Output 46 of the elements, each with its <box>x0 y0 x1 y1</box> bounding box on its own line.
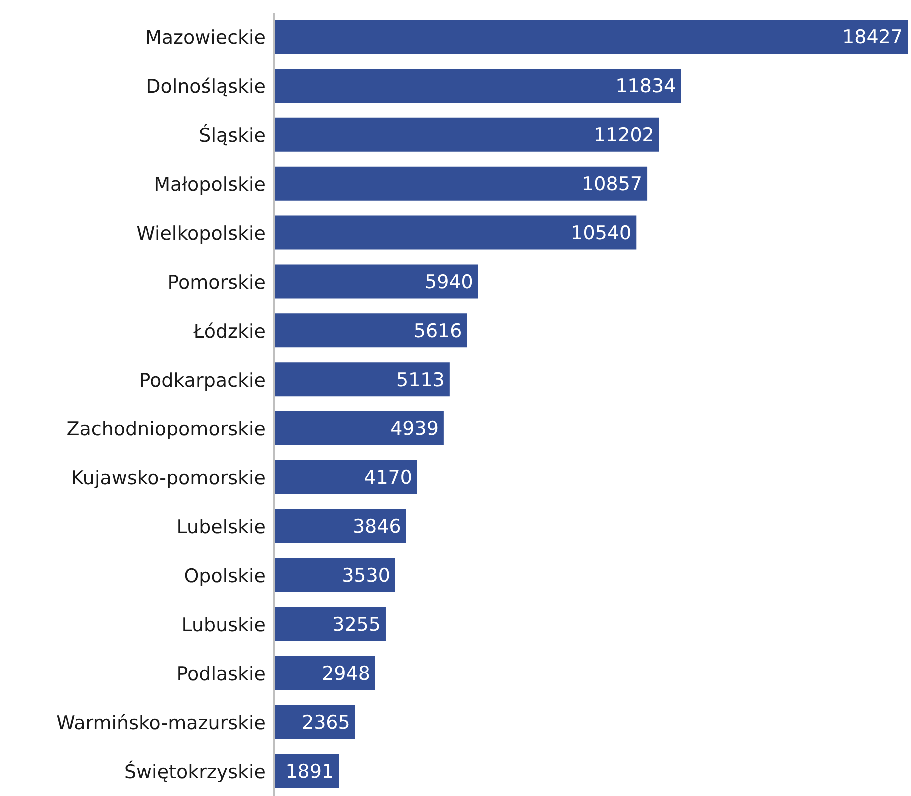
y-tick-label: Łódzkie <box>192 320 266 343</box>
data-label: 5940 <box>425 271 474 294</box>
y-tick-label: Wielkopolskie <box>136 222 266 245</box>
data-label: 10857 <box>582 174 643 196</box>
data-label: 2365 <box>302 712 350 734</box>
data-label: 3530 <box>342 565 390 588</box>
data-label: 3846 <box>352 516 402 538</box>
y-tick-label: Podkarpackie <box>139 370 266 392</box>
bar <box>274 607 386 642</box>
y-tick-label: Małopolskie <box>154 174 266 196</box>
bar <box>274 166 648 201</box>
y-tick-label: Śląskie <box>199 124 266 148</box>
bar <box>274 362 450 397</box>
data-label: 10540 <box>571 222 632 244</box>
y-tick-label: Lubelskie <box>176 516 266 539</box>
data-label: 11834 <box>616 76 676 98</box>
data-label: 3255 <box>332 614 381 636</box>
data-label: 2948 <box>322 662 370 685</box>
y-tick-label: Podlaskie <box>176 663 266 686</box>
bar <box>274 509 406 544</box>
bar <box>274 460 418 494</box>
data-label: 5113 <box>396 369 445 392</box>
y-tick-label: Dolnośląskie <box>146 76 266 98</box>
y-tick-label: Warmińsko-mazurskie <box>56 712 266 734</box>
data-label: 5616 <box>414 320 462 342</box>
bar <box>274 656 376 690</box>
y-tick-label: Mazowieckie <box>145 27 266 50</box>
bar <box>274 558 396 592</box>
y-tick-label: Opolskie <box>184 566 266 588</box>
bar <box>274 20 908 54</box>
bar <box>274 314 468 348</box>
data-label: 18427 <box>842 26 903 49</box>
bar <box>274 68 682 103</box>
bar <box>274 216 637 250</box>
y-tick-label: Kujawsko-pomorskie <box>71 468 266 490</box>
data-label: 11202 <box>594 124 654 147</box>
data-label: 4170 <box>364 467 412 490</box>
bar <box>274 412 444 446</box>
y-tick-label: Pomorskie <box>168 272 266 294</box>
data-label: 4939 <box>390 418 439 440</box>
data-label: 1891 <box>286 760 334 783</box>
y-tick-label: Świętokrzyskie <box>124 760 266 784</box>
bar <box>274 118 660 152</box>
bar <box>274 264 478 299</box>
y-tick-label: Lubuskie <box>182 614 266 636</box>
y-tick-label: Zachodniopomorskie <box>66 418 266 441</box>
